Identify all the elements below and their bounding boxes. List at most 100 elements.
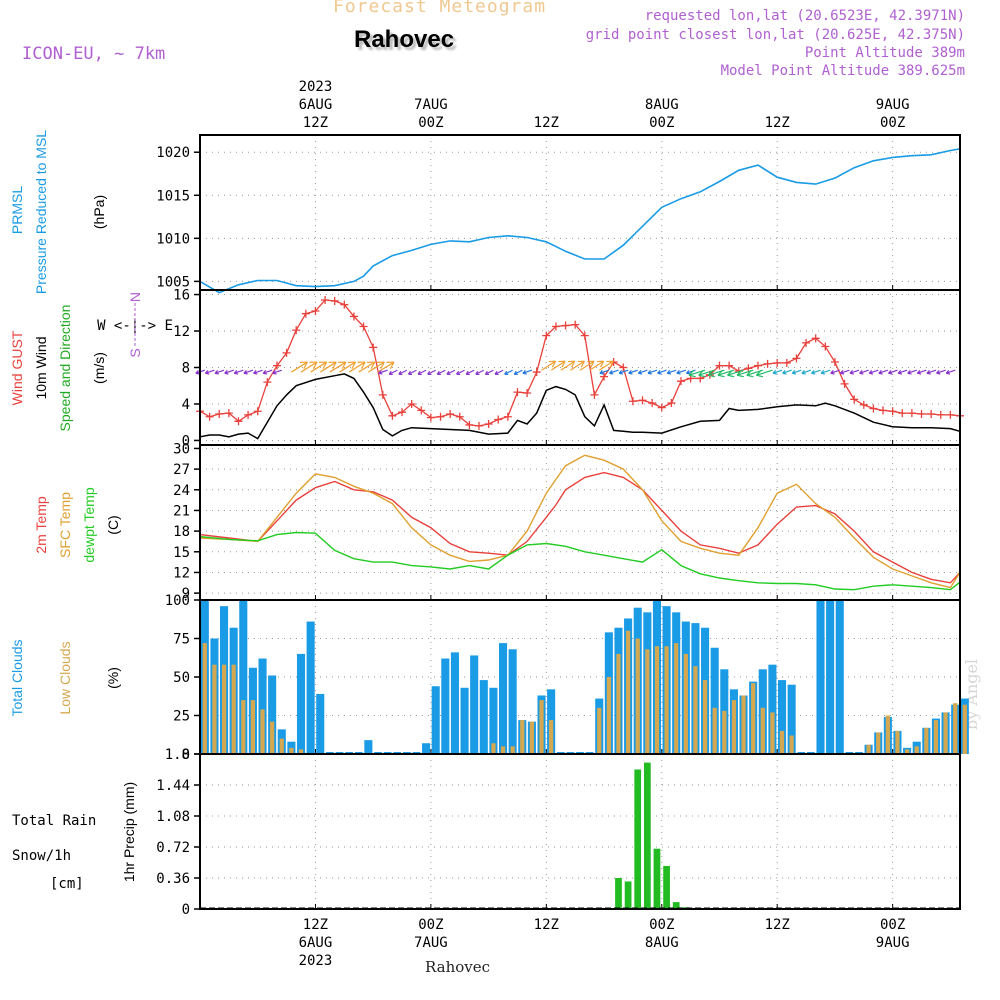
gust-marker <box>398 408 407 417</box>
rain-bar <box>615 878 622 909</box>
total-cloud-bar <box>835 600 844 754</box>
rain-bar <box>634 769 642 909</box>
gust-marker <box>446 410 455 418</box>
low-cloud-bar <box>933 720 939 754</box>
low-cloud-bar <box>654 646 660 754</box>
wind-arrow <box>214 369 225 374</box>
wind-speed-direction-label: Speed and Direction <box>57 305 73 432</box>
product-title: Forecast Meteogram <box>333 0 547 17</box>
wind-arrow <box>253 369 263 374</box>
gust-marker <box>513 388 522 397</box>
low-cloud-bar <box>904 749 910 754</box>
wind-unit-label: (m/s) <box>91 352 107 384</box>
gust-marker <box>282 348 291 357</box>
low-cloud-bar <box>712 707 717 754</box>
prmsl-line <box>199 148 961 294</box>
wind-arrow <box>485 369 494 375</box>
gust-marker <box>215 410 224 418</box>
y-tick-label: 1.8 <box>165 747 190 763</box>
wind-arrow <box>522 369 533 374</box>
wind-arrowhead <box>224 369 229 375</box>
bottom-time-label: 7AUG <box>414 935 448 951</box>
wind-10m-line <box>199 373 961 440</box>
low-cloud-bar <box>510 746 515 754</box>
wind-arrowhead <box>347 361 357 370</box>
precip-frame <box>199 753 961 910</box>
wind-arrow <box>234 369 244 374</box>
low-clouds-label: Low Clouds <box>57 641 73 714</box>
wind-gust-label: Wind GUST <box>9 330 25 405</box>
gust-marker <box>600 372 609 381</box>
bottom-time-label: 12Z <box>303 917 328 933</box>
wind-arrow <box>408 369 417 375</box>
wind-arrowhead <box>707 369 716 378</box>
gust-marker <box>542 331 551 340</box>
t2m-line <box>199 471 961 584</box>
top-time-label: 6AUG <box>299 97 333 113</box>
low-cloud-bar <box>895 730 900 754</box>
gust-marker <box>917 410 926 418</box>
wind-arrowhead <box>936 369 941 375</box>
wind-arrow <box>560 360 576 371</box>
wind-arrowhead <box>456 370 461 376</box>
wind-arrowhead <box>587 360 595 368</box>
y-tick-label: 50 <box>173 670 190 686</box>
wind-arrow <box>348 361 366 373</box>
wind-arrowhead <box>272 369 277 375</box>
wind-arrow <box>897 369 908 374</box>
clouds-unit-label: (%) <box>105 667 121 689</box>
wind-arrow <box>579 360 595 371</box>
wind-arrowhead <box>319 361 328 370</box>
low-cloud-bar <box>702 680 708 754</box>
precip-unit-label: 1hr Precip (mm) <box>121 782 137 882</box>
gust-marker <box>272 361 281 370</box>
top-time-label: 12Z <box>303 115 328 131</box>
wind-arrow <box>792 369 802 374</box>
wind-arrow <box>272 369 282 374</box>
low-cloud-bar <box>635 638 640 754</box>
wind-arrow <box>291 361 308 373</box>
gust-marker <box>378 390 387 399</box>
total-cloud-bar <box>258 658 267 754</box>
y-tick-label: 1005 <box>156 274 190 290</box>
clouds-panel: 0 25 50 75 100 <box>165 593 969 763</box>
y-tick-label: 9 <box>182 586 190 602</box>
wind-arrowhead <box>577 360 585 368</box>
gust-marker <box>648 399 657 408</box>
wind-arrowhead <box>647 369 652 375</box>
gust-marker <box>888 407 897 416</box>
wind-arrow <box>782 369 792 374</box>
low-cloud-bar <box>645 649 650 754</box>
gust-marker <box>292 326 301 335</box>
wind-arrow <box>840 369 850 374</box>
wind-arrowhead <box>407 370 413 376</box>
wind-arrowhead <box>436 370 441 376</box>
gust-marker <box>753 361 762 370</box>
rain-bar <box>663 865 670 909</box>
wind-arrow <box>475 369 485 375</box>
wind-arrowhead <box>465 370 470 376</box>
wind-arrowhead <box>494 370 499 376</box>
pressure-unit-label: (hPa) <box>91 195 107 229</box>
y-tick-label: 1020 <box>156 145 190 161</box>
snow-unit-label: [cm] <box>50 876 84 892</box>
gust-marker <box>840 379 849 388</box>
total-cloud-bar <box>768 664 777 754</box>
requested-coordinates: requested lon,lat (20.6523E, 42.3971N) <box>644 8 965 24</box>
gust-marker <box>465 420 474 429</box>
total-cloud-bar <box>816 600 825 754</box>
location-title: Rahovec <box>354 26 455 53</box>
wind-arrow <box>647 369 658 374</box>
low-cloud-bar <box>914 746 919 754</box>
y-tick-label: 1010 <box>156 231 190 247</box>
low-cloud-bar <box>298 749 304 754</box>
gust-marker <box>407 399 416 408</box>
rain-bar <box>653 848 661 909</box>
gust-marker <box>773 358 782 367</box>
wind-arrowhead <box>820 369 825 375</box>
gust-marker <box>927 410 936 418</box>
wind-arrowhead <box>907 369 912 375</box>
wind-arrowhead <box>897 369 902 375</box>
wind-arrow <box>638 369 648 374</box>
gust-marker <box>936 410 945 419</box>
